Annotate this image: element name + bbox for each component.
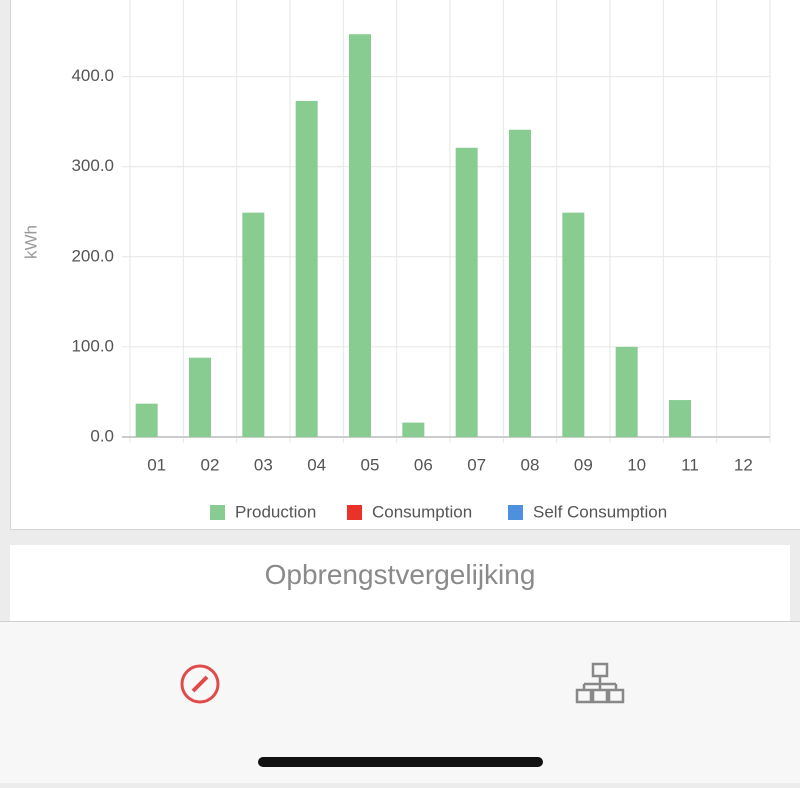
x-tick-label: 10	[627, 455, 646, 474]
bar	[615, 346, 638, 437]
y-tick-label: 400.0	[71, 66, 114, 85]
legend-swatch	[347, 505, 362, 520]
bar	[135, 403, 158, 437]
legend-label: Production	[235, 502, 316, 521]
bar	[242, 212, 265, 437]
chart-card	[10, 0, 800, 530]
bar	[669, 400, 691, 437]
x-tick-label: 09	[574, 455, 593, 474]
y-axis-label: kWh	[21, 225, 40, 259]
x-tick-label: 08	[521, 455, 540, 474]
network-tab[interactable]	[575, 662, 625, 704]
bar	[349, 34, 371, 438]
x-tick-label: 11	[681, 455, 699, 474]
bar	[189, 357, 211, 437]
x-tick-label: 04	[307, 455, 326, 474]
legend-swatch	[210, 505, 225, 520]
y-tick-label: 0.0	[90, 426, 114, 445]
bar	[455, 147, 478, 437]
bar	[509, 129, 531, 437]
x-tick-label: 03	[254, 455, 273, 474]
x-tick-label: 05	[361, 455, 380, 474]
x-tick-label: 12	[734, 455, 753, 474]
x-tick-label: 02	[201, 455, 220, 474]
bar	[562, 212, 585, 437]
chart: kWh 0.0 100.0 200.0 300.0 400.0 01 02 03 04 05 06 0…	[21, 0, 771, 521]
tab-bar	[0, 621, 800, 783]
legend-swatch	[508, 505, 523, 520]
home-indicator	[258, 757, 543, 767]
x-tick-label: 01	[147, 455, 166, 474]
card: Opbrengstvergelijking	[10, 545, 790, 635]
y-tick-label: 100.0	[71, 336, 114, 355]
legend-label: Self Consumption	[533, 502, 667, 521]
bar	[402, 422, 425, 437]
x-tick-label: 06	[414, 455, 433, 474]
y-tick-label: 300.0	[71, 156, 114, 175]
card-title: Opbrengstvergelijking	[264, 559, 536, 590]
legend-label: Consumption	[372, 502, 472, 521]
dashboard-tab[interactable]	[180, 664, 220, 704]
tab-icons	[180, 662, 625, 704]
y-tick-label: 200.0	[71, 246, 114, 265]
x-tick-label: 07	[467, 455, 486, 474]
bar	[295, 100, 318, 437]
